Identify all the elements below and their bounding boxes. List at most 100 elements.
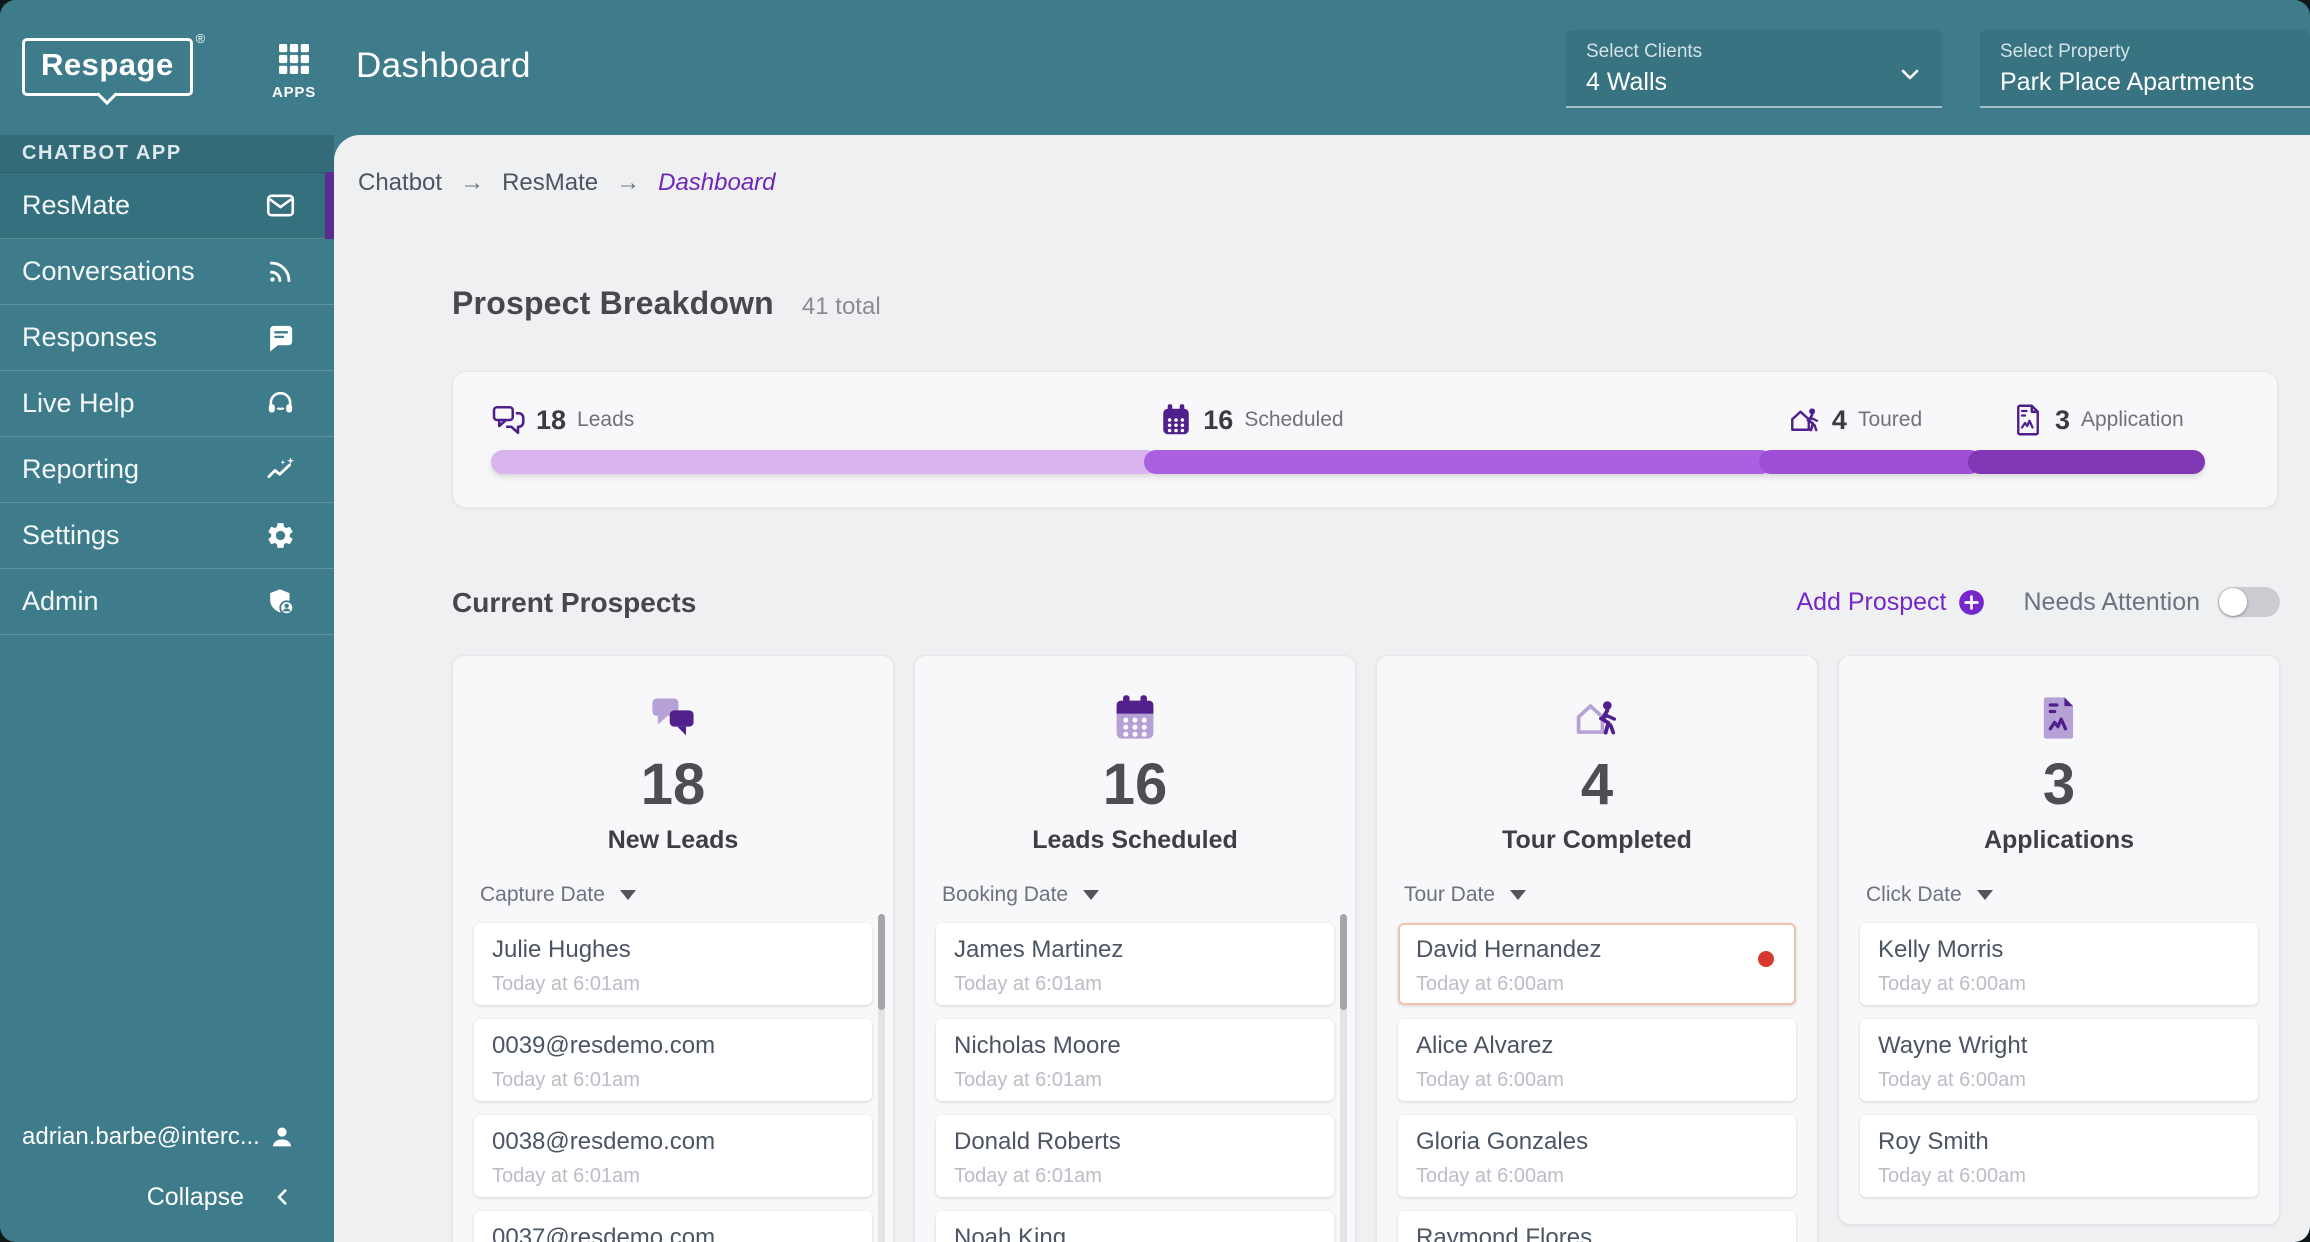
- sidebar-item-admin[interactable]: Admin: [0, 569, 334, 635]
- prospect-list-item[interactable]: 0038@resdemo.com Today at 6:01am: [474, 1115, 872, 1197]
- user-account[interactable]: adrian.barbe@interc...: [0, 1106, 334, 1168]
- plus-circle-icon: [1958, 589, 1985, 616]
- prospect-list-item[interactable]: Noah KingToday at 6:00am: [936, 1211, 1334, 1242]
- prospect-name: Alice Alvarez: [1416, 1032, 1554, 1059]
- prospect-name: Wayne Wright: [1878, 1032, 2028, 1059]
- select-clients-dropdown[interactable]: Select Clients 4 Walls: [1566, 30, 1942, 108]
- prospect-list-item[interactable]: James Martinez Today at 6:01am: [936, 923, 1334, 1005]
- sidebar-item-responses[interactable]: Responses: [0, 305, 334, 371]
- prospect-list-item[interactable]: Alice Alvarez Today at 6:00am: [1398, 1019, 1796, 1101]
- prospect-time: Today at 6:01am: [492, 1165, 640, 1187]
- sort-dropdown[interactable]: Booking Date: [942, 883, 1355, 907]
- current-prospects-actions: Add Prospect Needs Attention: [1796, 587, 2280, 617]
- sort-dropdown[interactable]: Click Date: [1866, 883, 2279, 907]
- prospect-list-item[interactable]: Nicholas Moore Today at 6:01am: [936, 1019, 1334, 1101]
- prospect-list: Julie Hughes Today at 6:01am 0039@resdemo.…: [474, 923, 872, 1242]
- breadcrumb-arrow-icon: →: [616, 169, 641, 196]
- prospect-list-item[interactable]: Kelly Morris Today at 6:00am: [1860, 923, 2258, 1005]
- needs-attention-control: Needs Attention: [2023, 587, 2280, 617]
- select-property-value: Park Place Apartments: [2000, 68, 2255, 96]
- prospect-name: Nicholas Moore: [954, 1032, 1121, 1059]
- collapse-sidebar-button[interactable]: Collapse: [0, 1168, 334, 1226]
- prospect-name: Raymond Flores: [1416, 1224, 1593, 1242]
- prospect-breakdown-card: 18 Leads 16 Scheduled 4 Toured 3 Application: [452, 371, 2278, 508]
- sort-label: Tour Date: [1404, 883, 1496, 906]
- prospect-name: James Martinez: [954, 936, 1124, 963]
- prospect-list: David Hernandez Today at 6:00am Alice Alva…: [1398, 923, 1796, 1242]
- sort-label: Click Date: [1866, 883, 1962, 906]
- scrollbar-thumb[interactable]: [878, 914, 885, 1010]
- prospect-list-item[interactable]: Roy Smith Today at 6:00am: [1860, 1115, 2258, 1197]
- stat-label: Toured: [1857, 408, 1923, 431]
- scrollbar-thumb[interactable]: [1340, 914, 1347, 1010]
- collapse-label: Collapse: [146, 1182, 244, 1211]
- prospect-time: Today at 6:01am: [492, 973, 640, 995]
- prospect-list-item[interactable]: Donald Roberts Today at 6:01am: [936, 1115, 1334, 1197]
- prospect-columns: 18 New Leads Capture Date Julie Hughes Today…: [452, 655, 2280, 1242]
- sidebar-bottom: adrian.barbe@interc... Collapse: [0, 1106, 334, 1242]
- sidebar-section-label: CHATBOT APP: [0, 135, 334, 173]
- prospect-name: 0039@resdemo.com: [492, 1032, 716, 1059]
- select-property-dropdown[interactable]: Select Property Park Place Apartments: [1980, 30, 2310, 108]
- prospect-list-item[interactable]: Gloria Gonzales Today at 6:00am: [1398, 1115, 1796, 1197]
- prospect-time: Today at 6:00am: [1416, 973, 1564, 995]
- card-title: Leads Scheduled: [1032, 826, 1238, 854]
- prospect-name: Julie Hughes: [492, 936, 631, 963]
- prospect-time: Today at 6:00am: [1416, 1069, 1564, 1091]
- breakdown-stat-leads: 18 Leads: [491, 402, 634, 438]
- user-icon: [268, 1123, 296, 1151]
- registered-mark: ®: [195, 31, 206, 46]
- prospect-list: Kelly Morris Today at 6:00am Wayne Wright T…: [1860, 923, 2258, 1197]
- prospect-breakdown-total: 41 total: [801, 293, 881, 320]
- scrollbar-track[interactable]: [878, 914, 885, 1242]
- stat-count: 16: [1203, 404, 1234, 435]
- chevron-down-icon: [1898, 62, 1922, 86]
- apps-menu-button[interactable]: APPS: [256, 44, 332, 101]
- sidebar-item-reporting[interactable]: Reporting: [0, 437, 334, 503]
- sort-dropdown[interactable]: Tour Date: [1404, 883, 1817, 907]
- prospect-time: Today at 6:00am: [1878, 1165, 2026, 1187]
- user-email: adrian.barbe@interc...: [22, 1123, 260, 1150]
- rss-icon: [265, 256, 296, 287]
- sidebar-item-live-help[interactable]: Live Help: [0, 371, 334, 437]
- sidebar-item-conversations[interactable]: Conversations: [0, 239, 334, 305]
- prospect-list-item[interactable]: Raymond FloresToday at 6:00am: [1398, 1211, 1796, 1242]
- card-count: 3: [2042, 752, 2076, 817]
- gear-icon: [265, 520, 296, 551]
- breadcrumb-resmate[interactable]: ResMate: [502, 169, 599, 196]
- scrollbar-track[interactable]: [1340, 914, 1347, 1242]
- caret-down-icon: [1976, 890, 1993, 900]
- needs-attention-label: Needs Attention: [2023, 587, 2200, 616]
- select-clients-value: 4 Walls: [1586, 68, 1668, 96]
- prospect-time: Today at 6:01am: [954, 973, 1102, 995]
- select-clients-label: Select Clients: [1586, 41, 1703, 62]
- prospect-card-new-leads: 18 New Leads Capture Date Julie Hughes Today…: [452, 655, 894, 1242]
- prospect-card-applications: 3 Applications Click Date Kelly Morris Today…: [1838, 655, 2280, 1225]
- add-prospect-label: Add Prospect: [1796, 587, 1947, 616]
- prospect-list-item[interactable]: 0039@resdemo.com Today at 6:01am: [474, 1019, 872, 1101]
- sidebar-item-label: ResMate: [22, 190, 131, 220]
- tour-mono-icon: [1787, 402, 1823, 438]
- breadcrumb-chatbot[interactable]: Chatbot: [358, 169, 443, 196]
- sidebar-item-settings[interactable]: Settings: [0, 503, 334, 569]
- sidebar-item-resmate[interactable]: ResMate: [0, 172, 334, 239]
- prospect-list-item[interactable]: David Hernandez Today at 6:00am: [1398, 923, 1796, 1005]
- respage-logo[interactable]: Respage ®: [22, 31, 205, 106]
- mail-icon: [265, 190, 296, 221]
- prospect-name: David Hernandez: [1416, 936, 1602, 963]
- breakdown-stat-toured: 4 Toured: [1787, 402, 1922, 438]
- card-count: 4: [1580, 752, 1614, 817]
- stat-count: 3: [2054, 404, 2070, 435]
- current-prospects-title: Current Prospects: [452, 587, 697, 618]
- sort-label: Booking Date: [942, 883, 1069, 906]
- prospect-list-item[interactable]: Wayne Wright Today at 6:00am: [1860, 1019, 2258, 1101]
- breadcrumb-arrow-icon: →: [460, 169, 485, 196]
- prospect-list-item[interactable]: Julie Hughes Today at 6:01am: [474, 923, 872, 1005]
- chevron-left-icon: [272, 1186, 294, 1208]
- add-prospect-button[interactable]: Add Prospect: [1796, 588, 1985, 617]
- sort-dropdown[interactable]: Capture Date: [480, 883, 893, 907]
- prospect-time: Today at 6:00am: [1878, 1069, 2026, 1091]
- needs-attention-toggle[interactable]: [2218, 587, 2280, 617]
